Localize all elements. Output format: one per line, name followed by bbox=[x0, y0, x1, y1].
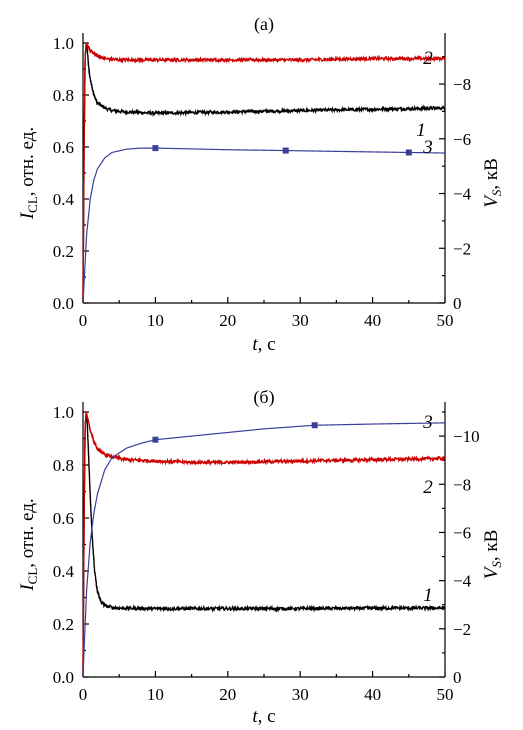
x-tick-label: 0 bbox=[79, 685, 88, 704]
curve-label-1: 1 bbox=[423, 585, 433, 606]
x-tick-label: 20 bbox=[219, 311, 236, 330]
y-right-tick-label: −8 bbox=[453, 475, 471, 494]
curve-label-3: 3 bbox=[422, 137, 433, 158]
y-left-tick-label: 1.0 bbox=[53, 34, 74, 53]
x-axis-label-unit: , с bbox=[258, 706, 276, 727]
y-right-tick-label: −4 bbox=[453, 572, 472, 591]
chart-panel-1: (а) 0 10 20 30 40 50 0.0 0.2 0.4 0.6 0.8 1.0 0 −2 −4 −6 −… bbox=[17, 14, 504, 355]
y-right-label-unit: , кВ bbox=[481, 158, 502, 189]
x-tick-label: 0 bbox=[79, 311, 88, 330]
y-left-label-var: I bbox=[17, 583, 38, 592]
y-left-tick-label: 0.2 bbox=[53, 242, 74, 261]
y-left-tick-label: 0.4 bbox=[53, 562, 75, 581]
series-marker-3 bbox=[152, 436, 159, 443]
y-right-label-unit: , кВ bbox=[481, 530, 502, 561]
y-right-tick-label: −2 bbox=[453, 239, 471, 258]
y-left-label-unit: , отн. ед. bbox=[17, 127, 38, 196]
y-right-label-sub: S bbox=[489, 189, 504, 196]
y-right-tick-label: −2 bbox=[453, 620, 471, 639]
y-left-label-var: I bbox=[17, 211, 38, 220]
x-axis-label-var: t bbox=[252, 706, 258, 727]
y-left-tick-label: 0.6 bbox=[53, 509, 74, 528]
series-line-2 bbox=[82, 411, 446, 678]
y-right-tick-label: −6 bbox=[453, 523, 471, 542]
y-left-tick-label: 0.6 bbox=[53, 138, 74, 157]
y-left-tick-label: 0.8 bbox=[53, 86, 74, 105]
x-axis-label-unit: , с bbox=[258, 334, 276, 355]
series-marker-3 bbox=[152, 145, 159, 152]
y-left-label-sub: CL bbox=[25, 568, 40, 585]
x-tick-label: 30 bbox=[292, 311, 309, 330]
chart-panel-2: (б) 0 10 20 30 40 50 0.0 0.2 0.4 0.6 0.8 1.0 0 −2 −4 −6 −… bbox=[17, 387, 504, 727]
y-right-tick-label: 0 bbox=[453, 668, 462, 687]
curve-label-2: 2 bbox=[423, 48, 433, 69]
series-line-2 bbox=[82, 41, 446, 304]
y-left-tick-label: 0.4 bbox=[53, 190, 75, 209]
y-right-tick-label: −4 bbox=[453, 185, 472, 204]
x-tick-label: 10 bbox=[147, 685, 164, 704]
y-left-axis-label: ICL, отн. ед. bbox=[17, 127, 40, 220]
y-right-label-sub: S bbox=[489, 561, 504, 568]
series-line-3 bbox=[82, 422, 446, 678]
y-left-tick-label: 0.8 bbox=[53, 456, 74, 475]
x-tick-label: 50 bbox=[437, 311, 454, 330]
x-axis-label: t, с bbox=[252, 334, 275, 355]
y-right-axis-label: VS, кВ bbox=[481, 530, 504, 580]
y-left-tick-label: 1.0 bbox=[53, 403, 74, 422]
x-axis-label-var: t bbox=[252, 334, 258, 355]
y-right-tick-label: −10 bbox=[453, 427, 480, 446]
y-left-tick-label: 0.0 bbox=[53, 294, 74, 313]
series-marker-3 bbox=[405, 149, 412, 156]
series-marker-3 bbox=[311, 422, 318, 429]
y-right-label-var: V bbox=[481, 565, 502, 579]
x-axis-label: t, с bbox=[252, 706, 275, 727]
y-right-label-var: V bbox=[481, 194, 502, 208]
y-right-axis-label: VS, кВ bbox=[481, 158, 504, 208]
curve-label-1: 1 bbox=[416, 120, 426, 141]
y-left-axis-label: ICL, отн. ед. bbox=[17, 498, 40, 591]
y-left-tick-label: 0.2 bbox=[53, 615, 74, 634]
series-line-3 bbox=[82, 147, 446, 304]
series-line-1 bbox=[82, 412, 446, 678]
series-marker-3 bbox=[282, 147, 289, 154]
curve-label-3: 3 bbox=[422, 412, 433, 433]
x-tick-label: 40 bbox=[364, 685, 381, 704]
x-tick-label: 30 bbox=[292, 685, 309, 704]
series-line-1 bbox=[82, 43, 446, 304]
y-right-tick-label: −6 bbox=[453, 130, 471, 149]
y-left-label-sub: CL bbox=[25, 196, 40, 213]
y-right-tick-label: −8 bbox=[453, 75, 471, 94]
x-tick-label: 20 bbox=[219, 685, 236, 704]
y-right-tick-label: 0 bbox=[453, 294, 462, 313]
y-left-tick-label: 0.0 bbox=[53, 668, 74, 687]
panel-label: (а) bbox=[254, 14, 274, 35]
x-tick-label: 10 bbox=[147, 311, 164, 330]
panel-label: (б) bbox=[253, 387, 274, 408]
x-tick-label: 40 bbox=[364, 311, 381, 330]
y-left-label-unit: , отн. ед. bbox=[17, 498, 38, 567]
x-tick-label: 50 bbox=[437, 685, 454, 704]
curve-label-2: 2 bbox=[423, 477, 433, 498]
